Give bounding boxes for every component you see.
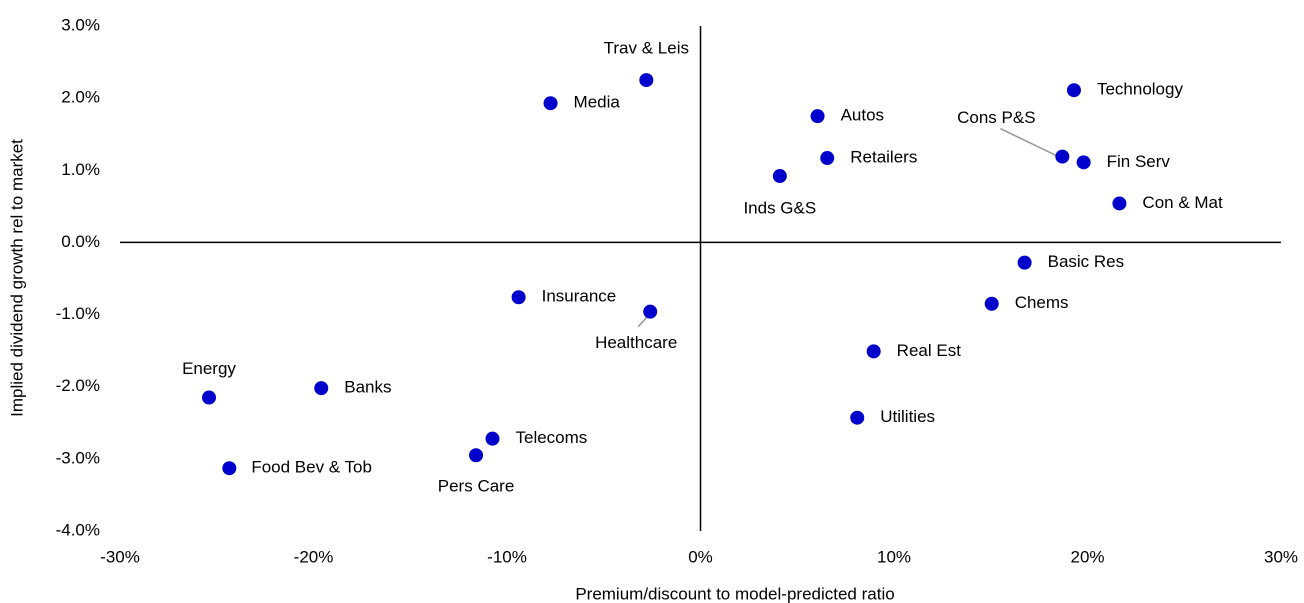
- point: [639, 73, 654, 88]
- x-tick-label: -10%: [487, 547, 527, 566]
- x-tick-label: 0%: [688, 547, 713, 566]
- x-tick-label: -30%: [100, 547, 140, 566]
- point-label: Utilities: [880, 407, 935, 426]
- y-tick-label: 3.0%: [61, 15, 100, 34]
- leader-line: [1000, 127, 1059, 158]
- point: [820, 151, 835, 166]
- point-label: Healthcare: [595, 333, 677, 352]
- point-label: Technology: [1097, 80, 1184, 99]
- point-label: Inds G&S: [743, 199, 816, 218]
- y-tick-label: 1.0%: [61, 160, 100, 179]
- y-tick-label: 2.0%: [61, 88, 100, 107]
- point: [643, 304, 658, 319]
- point-label: Media: [574, 93, 621, 112]
- point-label: Insurance: [542, 287, 617, 306]
- x-tick-label: 10%: [877, 547, 911, 566]
- point-label: Pers Care: [438, 477, 515, 496]
- point-label: Energy: [182, 359, 236, 378]
- y-tick-label: 0.0%: [61, 232, 100, 251]
- y-tick-label: -3.0%: [56, 448, 100, 467]
- point-label: Trav & Leis: [604, 39, 689, 58]
- point-label: Chems: [1015, 293, 1069, 312]
- point-label: Food Bev & Tob: [251, 458, 372, 477]
- point: [543, 96, 558, 111]
- point: [485, 431, 500, 446]
- point: [1066, 83, 1081, 98]
- point: [314, 381, 329, 396]
- point-label: Real Est: [897, 341, 962, 360]
- point: [772, 169, 787, 184]
- point-label: Cons P&S: [957, 108, 1035, 127]
- y-tick-label: -2.0%: [56, 376, 100, 395]
- point: [850, 410, 865, 425]
- point: [202, 390, 217, 405]
- point: [469, 448, 484, 463]
- point-label: Telecoms: [515, 428, 587, 447]
- point: [222, 461, 237, 476]
- point-label: Autos: [841, 106, 884, 125]
- point-label: Fin Serv: [1107, 152, 1171, 171]
- y-tick-label: -4.0%: [56, 520, 100, 539]
- point: [1076, 155, 1091, 170]
- point: [511, 290, 526, 305]
- x-axis-title: Premium/discount to model-predicted rati…: [575, 584, 894, 603]
- point: [984, 296, 999, 311]
- x-tick-label: 20%: [1070, 547, 1104, 566]
- point-label: Basic Res: [1048, 252, 1125, 271]
- point: [866, 344, 881, 359]
- point-label: Banks: [344, 378, 391, 397]
- x-tick-label: 30%: [1264, 547, 1298, 566]
- point: [1112, 196, 1127, 211]
- y-axis-title: Implied dividend growth rel to market: [7, 139, 26, 417]
- x-tick-label: -20%: [294, 547, 334, 566]
- y-tick-label: -1.0%: [56, 304, 100, 323]
- point: [1055, 149, 1070, 164]
- point-label: Retailers: [850, 148, 917, 167]
- point-label: Con & Mat: [1142, 193, 1223, 212]
- point: [810, 109, 825, 124]
- point: [1017, 255, 1032, 270]
